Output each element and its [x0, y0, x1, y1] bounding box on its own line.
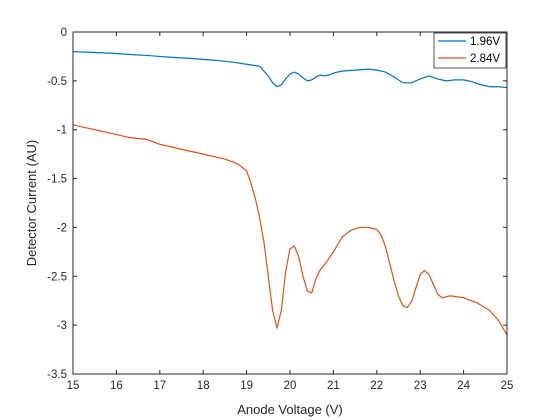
x-tick-label: 23	[414, 380, 427, 392]
y-tick-label: -1.5	[47, 174, 67, 186]
legend-label-series-1: 1.96V	[470, 36, 500, 48]
legend: 1.96V 2.84V	[434, 33, 506, 68]
x-tick-label: 17	[153, 380, 166, 392]
y-tick-label: -0.5	[47, 76, 67, 88]
legend-label-series-2: 2.84V	[470, 53, 500, 65]
y-tick-label: -2	[57, 222, 67, 234]
x-tick-label: 25	[501, 380, 514, 392]
x-tick-label: 16	[110, 380, 123, 392]
x-tick-label: 15	[67, 380, 80, 392]
y-tick-label: 0	[61, 27, 67, 39]
x-tick-label: 21	[327, 380, 340, 392]
x-tick-label: 22	[370, 380, 383, 392]
y-tick-label: -3	[57, 320, 67, 332]
x-tick-label: 18	[197, 380, 210, 392]
y-tick-label: -2.5	[47, 271, 67, 283]
plot-area	[73, 32, 507, 374]
x-tick-label: 24	[457, 380, 470, 392]
x-axis-title: Anode Voltage (V)	[237, 402, 343, 417]
x-tick-label: 19	[240, 380, 253, 392]
x-tick-label: 20	[284, 380, 297, 392]
y-axis-title: Detector Current (AU)	[24, 140, 39, 266]
y-tick-label: -1	[57, 125, 67, 137]
y-tick-label: -3.5	[47, 369, 67, 381]
